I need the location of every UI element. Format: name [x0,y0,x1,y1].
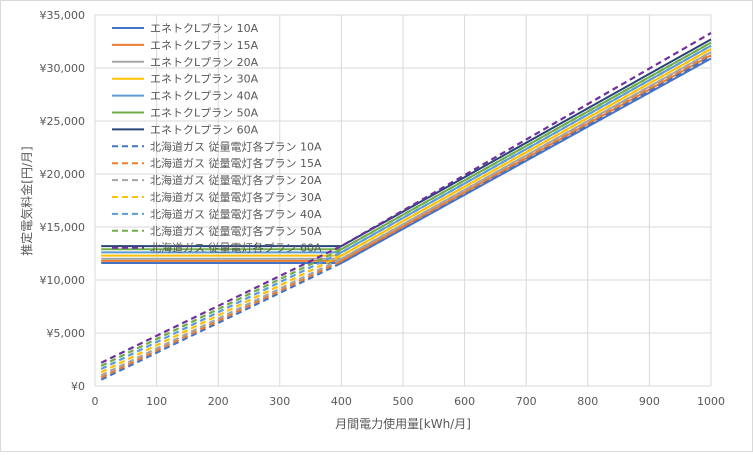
series-line [101,48,712,257]
series-line [100,32,712,364]
x-tick-label: 400 [331,395,352,408]
legend-label: 北海道ガス 従量電灯各プラン 50A [150,224,322,238]
series-line [101,44,712,254]
y-tick-label: ¥15,000 [40,221,86,234]
series-line [101,41,712,251]
legend-label: エネトクLプラン 20A [150,56,259,69]
x-tick-label: 0 [92,395,99,408]
legend-label: 北海道ガス 従量電灯各プラン 20A [150,173,322,187]
y-tick-label: ¥10,000 [40,274,86,287]
x-tick-label: 1000 [697,395,725,408]
legend-label: エネトクLプラン 15A [150,39,259,52]
legend-label: エネトクLプラン 40A [150,90,259,103]
x-tick-label: 900 [639,395,660,408]
legend: エネトクLプラン 10A エネトクLプラン 15A エネトクLプラン 20A エネトク… [112,22,322,255]
x-tick-label: 800 [577,395,598,408]
x-tick-label: 700 [516,395,537,408]
legend-label: 北海道ガス 従量電灯各プラン 10A [150,139,322,153]
x-tick-label: 300 [269,395,290,408]
gridlines [94,14,712,387]
series-line [101,38,712,248]
x-axis-label: 月間電力使用量[kWh/月] [335,416,471,431]
x-tick-label: 100 [146,395,167,408]
series-line [101,54,712,262]
y-tick-label: ¥25,000 [40,115,86,128]
x-tick-label: 500 [393,395,414,408]
y-tick-label: ¥5,000 [47,327,86,340]
legend-label: エネトクLプラン 30A [150,73,259,86]
legend-label: 北海道ガス 従量電灯各プラン 15A [150,156,322,170]
x-tick-label: 600 [454,395,475,408]
y-tick-label: ¥30,000 [40,62,86,75]
y-tick-label: ¥35,000 [40,9,86,22]
series-lines [100,32,712,381]
legend-label: 北海道ガス 従量電灯各プラン 60A [150,241,322,255]
y-axis-ticks: ¥0 ¥5,000 ¥10,000 ¥15,000 ¥20,000 ¥25,000 ¥30,… [40,9,86,393]
x-axis-ticks: 0 100 200 300 400 500 600 700 800 900 1000 [92,395,726,408]
y-tick-label: ¥0 [71,380,85,393]
legend-label: エネトクLプラン 60A [150,123,259,136]
y-axis-label: 推定電気料金[円/月] [19,146,34,255]
series-line [101,51,712,260]
legend-label: 北海道ガス 従量電灯各プラン 40A [150,207,322,221]
legend-label: エネトクLプラン 50A [150,107,259,120]
x-tick-label: 200 [208,395,229,408]
y-tick-label: ¥20,000 [40,168,86,181]
legend-label: エネトクLプラン 10A [150,22,259,35]
series-line [101,57,712,264]
legend-label: 北海道ガス 従量電灯各プラン 30A [150,190,322,204]
